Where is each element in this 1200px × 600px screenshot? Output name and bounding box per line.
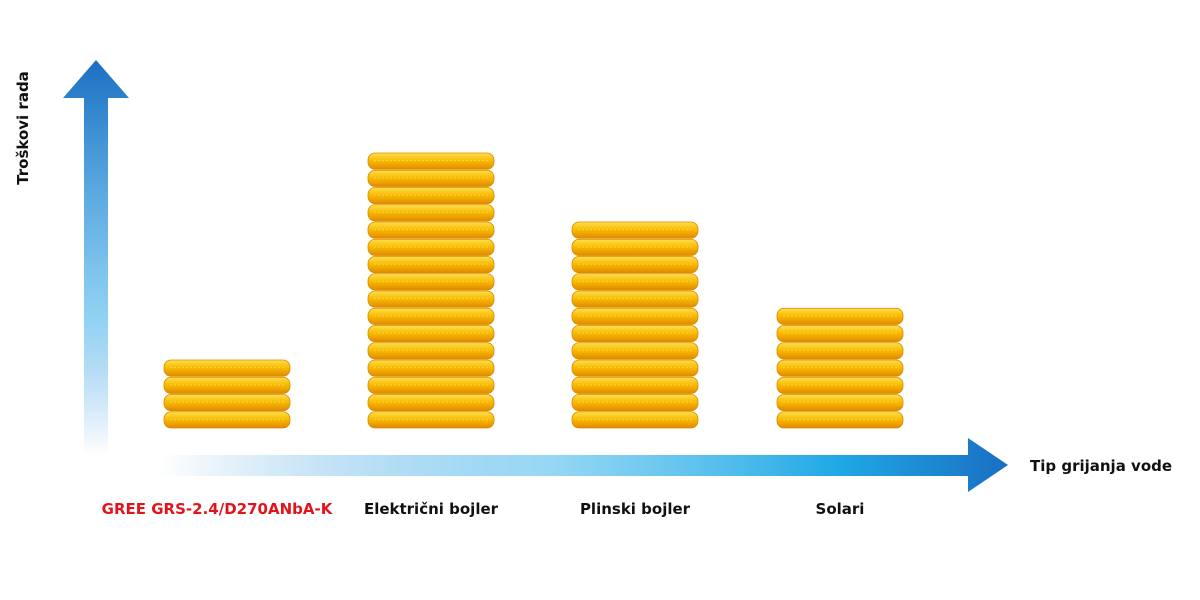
coin-stack: [367, 152, 495, 429]
x-tick-label: GREE GRS-2.4/D270ANbA-K: [102, 500, 334, 518]
x-tick-label: Plinski bojler: [580, 500, 691, 518]
x-axis-label: Tip grijanja vode: [1030, 457, 1172, 475]
coin-stack: [571, 221, 699, 429]
x-tick-label: Električni bojler: [364, 500, 499, 518]
y-axis-label: Troškovi rada: [14, 71, 32, 185]
y-axis-arrow: [63, 60, 129, 455]
coin-stack: [776, 307, 904, 429]
coin-stack: [163, 359, 291, 429]
x-tick-label: Solari: [816, 500, 865, 518]
x-axis-arrow: [160, 438, 1008, 492]
